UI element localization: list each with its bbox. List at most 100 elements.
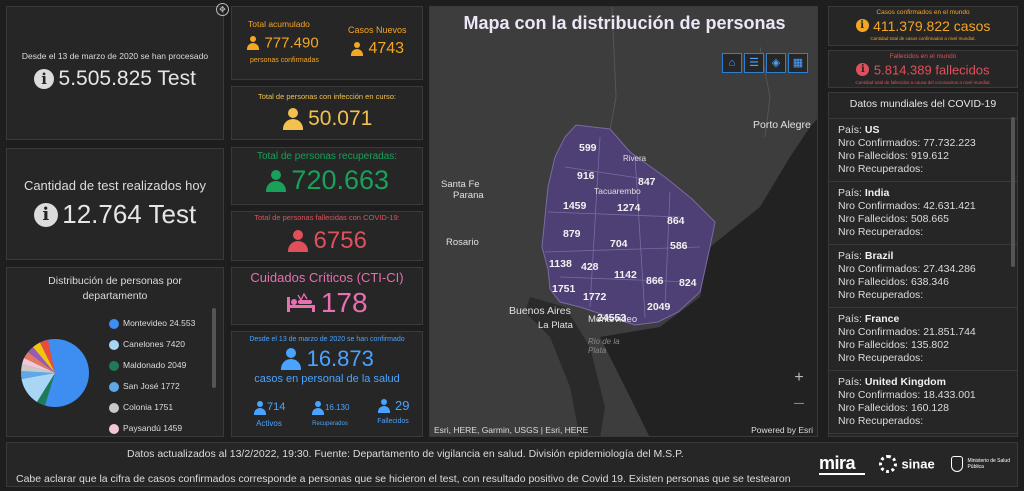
- total-acumulado-value: 777.490: [264, 34, 319, 52]
- footer-panel: Datos actualizados al 13/2/2022, 19:30. …: [6, 442, 1018, 487]
- info-icon: i: [855, 19, 869, 33]
- dept-value: 1459: [563, 200, 587, 212]
- list-icon[interactable]: ☰: [744, 53, 764, 73]
- legend-name: Montevideo: [123, 318, 167, 328]
- pais-label: País:: [838, 376, 862, 388]
- dept-value: 866: [646, 275, 664, 287]
- person-icon: [311, 400, 324, 415]
- world-item-deaths-row: Nro Fallecidos: 160.128: [838, 402, 1008, 415]
- recuperados-label: Nro Recuperados:: [838, 415, 924, 427]
- river-area: [525, 297, 605, 436]
- zoom-out-button[interactable]: —: [794, 398, 804, 409]
- city-santa-fe: Santa Fe: [441, 179, 480, 190]
- world-list-item[interactable]: País: RussiaNro Confirmados: 13.923.951N…: [829, 434, 1017, 436]
- world-deaths-note: Cantidad total de fallecidos a causa del…: [855, 80, 991, 85]
- world-confirmed-label: Casos confirmados en el mundo: [876, 9, 970, 16]
- dept-value: 1142: [614, 269, 637, 281]
- deaths-value: 508.665: [910, 213, 949, 225]
- en-curso-value: 50.071: [308, 107, 373, 130]
- ocean-area: [600, 119, 817, 436]
- person-icon: [253, 400, 266, 415]
- total-acumulado-label: Total acumulado: [248, 19, 310, 29]
- legend-item: Paysandú 1459: [109, 423, 182, 434]
- city-porto-alegre: Porto Alegre: [753, 119, 811, 131]
- legend-item: Canelones 7420: [109, 339, 185, 350]
- total-acumulado-sub: personas confirmadas: [250, 57, 319, 64]
- person-icon: [377, 398, 391, 413]
- distribution-pie-chart: [21, 339, 89, 407]
- pais-label: País:: [838, 187, 862, 199]
- legend-value: 1459: [163, 423, 183, 433]
- cti-label: Cuidados Críticos (CTI-CI): [250, 270, 404, 285]
- uruguay-shape[interactable]: [541, 124, 716, 326]
- tests-today-panel: Cantidad de test realizados hoy i 12.764…: [6, 148, 224, 260]
- city-rosario: Rosario: [446, 237, 479, 248]
- world-list-item[interactable]: País: France Nro Confirmados: 21.851.744 N…: [829, 308, 1017, 371]
- dept-value: 586: [670, 240, 688, 252]
- pie-slice-maldonado: [37, 373, 55, 406]
- deaths-value: 135.802: [910, 339, 949, 351]
- sinae-logo[interactable]: sinae: [879, 455, 941, 477]
- fallecidos-label: Nro Fallecidos:: [838, 150, 909, 162]
- distribution-title: Distribución de personas por departament…: [48, 275, 182, 302]
- pais-label: País:: [838, 124, 862, 136]
- world-list[interactable]: País: US Nro Confirmados: 77.732.223 Nro F…: [829, 119, 1017, 436]
- dept-value: 428: [581, 261, 599, 273]
- world-list-panel: Datos mundiales del COVID-19 País: US Nro…: [828, 92, 1018, 437]
- world-list-item[interactable]: País: Brazil Nro Confirmados: 27.434.286 N…: [829, 245, 1017, 308]
- pie-slice-colonia: [21, 364, 55, 373]
- world-item-deaths-row: Nro Fallecidos: 135.802: [838, 339, 1008, 352]
- tests-today-value: 12.764 Test: [62, 199, 197, 229]
- msp-logo[interactable]: Ministerio de Salud Pública: [951, 455, 1013, 477]
- salud-value: 16.873: [306, 346, 374, 371]
- expand-icon[interactable]: ✥: [216, 3, 229, 16]
- map-panel[interactable]: Mapa con la distribución de personas ⌂ ☰…: [429, 6, 818, 437]
- fallecidos-label: Nro Fallecidos:: [838, 402, 909, 414]
- msp-logo-text: Ministerio de Salud Pública: [967, 457, 1010, 470]
- salud-recuperados-label: Recuperados: [312, 421, 348, 427]
- layers-icon[interactable]: ◈: [766, 53, 786, 73]
- dept-value: 1138: [549, 258, 572, 270]
- city-parana: Parana: [453, 190, 484, 201]
- world-item-country-row: País: France: [838, 313, 1008, 326]
- mira-logo[interactable]: mira: [819, 453, 865, 475]
- salud-fallecidos-label: Fallecidos: [377, 418, 409, 425]
- recuperadas-panel: Total de personas recuperadas: 720.663: [231, 147, 423, 205]
- legend-value: 1772: [160, 381, 180, 391]
- home-icon[interactable]: ⌂: [722, 53, 742, 73]
- fallecidos-label: Nro Fallecidos:: [838, 213, 909, 225]
- legend-item: Colonia 1751: [109, 402, 173, 413]
- dept-value: 864: [667, 215, 685, 227]
- salud-recuperados-value: 16.130: [324, 403, 350, 412]
- confirmados-label: Nro Confirmados:: [838, 263, 921, 275]
- pie-slice-canelones: [21, 373, 56, 402]
- recuperados-label: Nro Recuperados:: [838, 163, 924, 175]
- world-deaths-label: Fallecidos en el mundo: [889, 53, 957, 60]
- confirmed-value: 18.433.001: [923, 389, 976, 401]
- fallecidos-label: Nro Fallecidos:: [838, 339, 909, 351]
- powered-by-esri[interactable]: Powered by Esri: [751, 425, 813, 435]
- map-attribution: Esri, HERE, Garmin, USGS | Esri, HERE: [434, 425, 589, 435]
- country-name: France: [864, 313, 900, 325]
- world-item-confirmed-row: Nro Confirmados: 18.433.001: [838, 389, 1008, 402]
- legend-scrollbar[interactable]: [212, 308, 216, 388]
- total-acumulado-panel: Total acumulado 777.490 personas confirm…: [231, 6, 423, 80]
- world-list-scrollbar[interactable]: [1011, 117, 1015, 267]
- world-item-deaths-row: Nro Fallecidos: 919.612: [838, 150, 1008, 163]
- world-list-item[interactable]: País: India Nro Confirmados: 42.631.421 Nr…: [829, 182, 1017, 245]
- legend-dot: [109, 402, 119, 413]
- world-list-item[interactable]: País: US Nro Confirmados: 77.732.223 Nro F…: [829, 119, 1017, 182]
- world-list-item[interactable]: País: United Kingdom Nro Confirmados: 18.…: [829, 371, 1017, 434]
- country-name: US: [864, 124, 880, 136]
- salud-fallecidos-value: 29: [394, 398, 410, 413]
- recuperados-label: Nro Recuperados:: [838, 226, 924, 238]
- salud-activos-value: 714: [267, 401, 286, 413]
- en-curso-label: Total de personas con infección en curso…: [258, 92, 396, 101]
- legend-dot: [109, 318, 119, 329]
- pais-label: País:: [838, 250, 862, 262]
- pie-slice-paysandu: [22, 358, 55, 373]
- zoom-in-button[interactable]: +: [794, 369, 804, 386]
- legend-item: Maldonado 2049: [109, 360, 186, 371]
- map-basemap[interactable]: [430, 7, 818, 437]
- basemap-gallery-icon[interactable]: ▦: [788, 53, 808, 73]
